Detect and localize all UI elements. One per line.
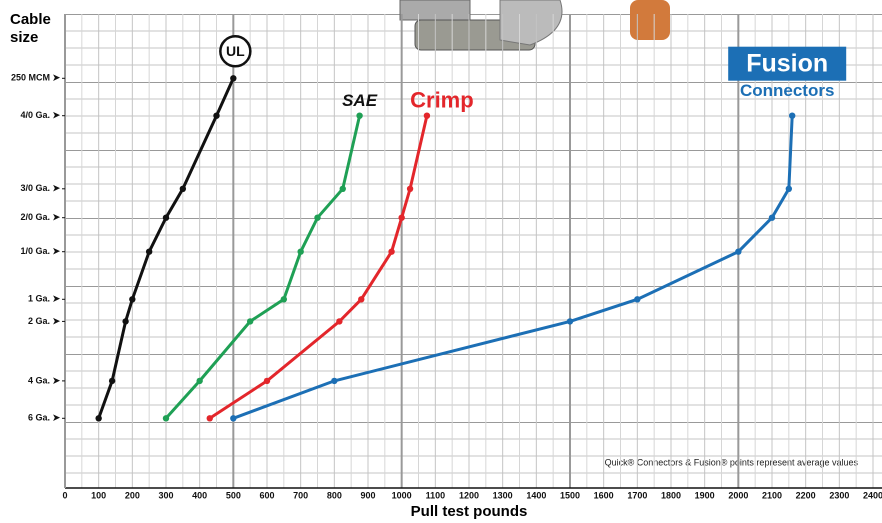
x-tick-label: 800: [327, 490, 342, 500]
y-tick-label: 6 Ga. ➤: [28, 413, 61, 423]
x-tick-label: 100: [91, 490, 106, 500]
x-tick-label: 2200: [796, 490, 816, 500]
data-point: [336, 318, 342, 324]
x-tick-label: 1700: [627, 490, 647, 500]
x-tick-label: 300: [158, 490, 173, 500]
data-point: [247, 318, 253, 324]
data-point: [567, 318, 573, 324]
data-point: [407, 186, 413, 192]
x-tick-label: 700: [293, 490, 308, 500]
data-point: [314, 215, 320, 221]
data-point: [95, 415, 101, 421]
series-label: Fusion: [746, 49, 828, 77]
x-tick-label: 400: [192, 490, 207, 500]
x-tick-label: 1400: [526, 490, 546, 500]
data-point: [196, 378, 202, 384]
data-point: [735, 249, 741, 255]
data-point: [207, 415, 213, 421]
y-tick-label: 1 Ga. ➤: [28, 294, 61, 304]
data-point: [789, 113, 795, 119]
x-tick-label: 200: [125, 490, 140, 500]
x-tick-label: 500: [226, 490, 241, 500]
data-point: [264, 378, 270, 384]
data-point: [634, 296, 640, 302]
y-tick-label: 2 Ga. ➤: [28, 316, 61, 326]
data-point: [424, 113, 430, 119]
x-tick-label: 1500: [560, 490, 580, 500]
y-title: Cable: [10, 11, 51, 28]
x-tick-label: 1100: [426, 490, 446, 500]
data-point: [163, 215, 169, 221]
chart: Cable size Pull test pounds Quick® Conne…: [0, 0, 882, 523]
data-point: [109, 378, 115, 384]
data-point: [230, 415, 236, 421]
y-tick-label: 4 Ga. ➤: [28, 375, 61, 385]
series-label: Crimp: [410, 88, 474, 113]
x-tick-label: 1200: [459, 490, 479, 500]
y-tick-label: 4/0 Ga. ➤: [20, 110, 60, 120]
y-tick-label: 250 MCM ➤: [11, 73, 61, 83]
x-title: Pull test pounds: [411, 503, 528, 520]
x-tick-label: 2000: [728, 490, 748, 500]
data-point: [340, 186, 346, 192]
x-tick-label: 1900: [695, 490, 715, 500]
data-point: [358, 296, 364, 302]
data-point: [230, 75, 236, 81]
data-point: [180, 186, 186, 192]
x-tick-label: 600: [259, 490, 274, 500]
x-tick-label: 2100: [762, 490, 782, 500]
series-sublabel: Connectors: [740, 81, 834, 100]
y-tick-label: 3/0 Ga. ➤: [20, 183, 60, 193]
data-point: [398, 215, 404, 221]
y-tick-label: 1/0 Ga. ➤: [20, 246, 60, 256]
annotation: Quick® Connectors & Fusion® points repre…: [605, 457, 859, 467]
data-point: [356, 113, 362, 119]
x-tick-label: 2300: [829, 490, 849, 500]
data-point: [163, 415, 169, 421]
data-point: [213, 113, 219, 119]
x-tick-label: 1600: [594, 490, 614, 500]
x-tick-label: 900: [360, 490, 375, 500]
data-point: [122, 318, 128, 324]
x-tick-label: 1000: [392, 490, 412, 500]
x-tick-label: 0: [62, 490, 67, 500]
x-tick-label: 1300: [493, 490, 513, 500]
y-title: size: [10, 29, 38, 46]
x-tick-label: 1800: [661, 490, 681, 500]
data-point: [388, 249, 394, 255]
y-tick-label: 2/0 Ga. ➤: [20, 212, 60, 222]
data-point: [786, 186, 792, 192]
x-tick-label: 2400: [863, 490, 882, 500]
data-point: [129, 296, 135, 302]
data-point: [297, 249, 303, 255]
data-point: [281, 296, 287, 302]
series-label: UL: [226, 43, 245, 59]
series-label: SAE: [342, 91, 378, 110]
data-point: [331, 378, 337, 384]
data-point: [146, 249, 152, 255]
data-point: [769, 215, 775, 221]
